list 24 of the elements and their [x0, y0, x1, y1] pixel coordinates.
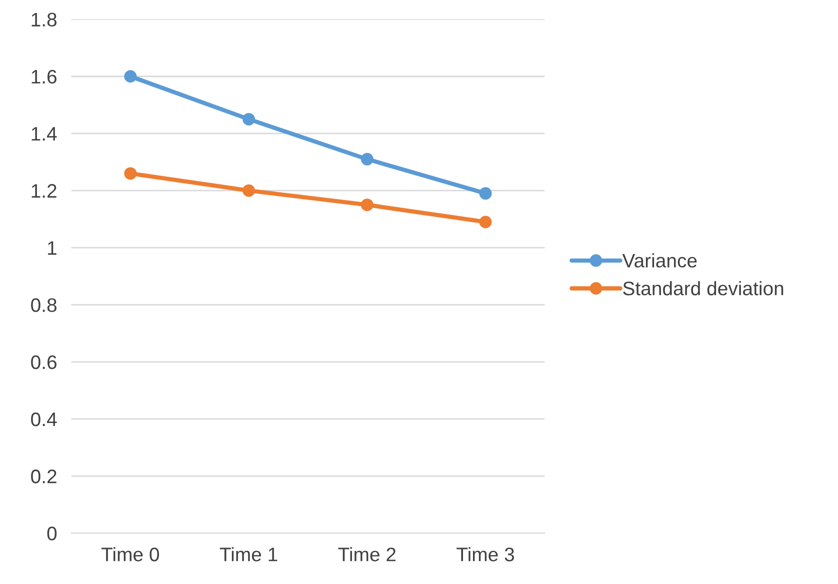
legend-label: Standard deviation [623, 281, 784, 296]
point [479, 187, 492, 200]
point [124, 70, 137, 83]
point [360, 198, 374, 212]
point [124, 167, 137, 180]
x-tick-label: Time 1 [220, 547, 278, 562]
legend-label: Variance [622, 253, 697, 268]
point [360, 152, 374, 166]
y-tick-label: 1 [48, 241, 56, 255]
point [479, 216, 492, 228]
y-tick-label: 0.4 [31, 412, 57, 426]
y-tick-label: 1.2 [32, 184, 56, 198]
y-tick-label: 0.6 [31, 355, 56, 370]
point [242, 184, 256, 197]
y-tick-label: 1.4 [32, 127, 57, 141]
point [242, 112, 256, 126]
x-tick-label: Time 3 [456, 547, 514, 562]
x-tick-label: Time 2 [338, 547, 396, 562]
y-tick-label: 1.8 [32, 12, 56, 27]
x-tick-label: Time 0 [102, 547, 160, 562]
y-tick-label: 0.2 [31, 470, 56, 484]
y-tick-label: 0.8 [31, 298, 56, 312]
y-tick-label: 1.6 [32, 70, 56, 84]
y-tick-label: 0 [47, 526, 57, 540]
